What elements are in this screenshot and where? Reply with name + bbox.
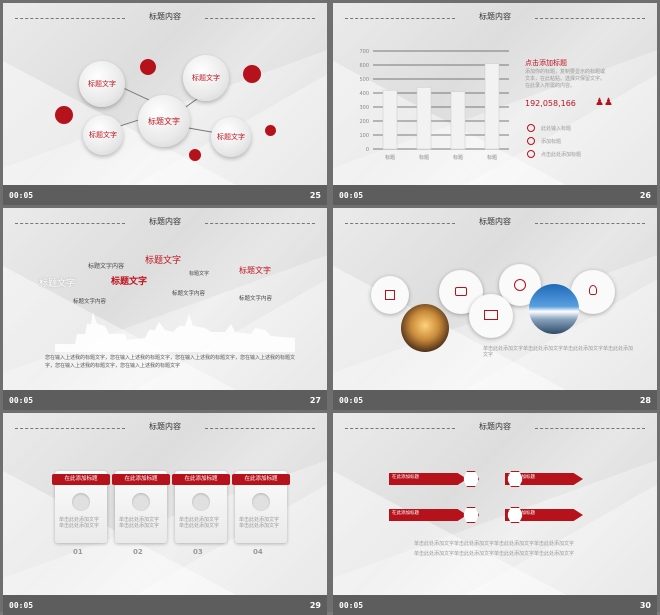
monitor-icon — [469, 294, 513, 338]
bar — [416, 87, 432, 150]
word: 标题文字内容 — [88, 263, 125, 270]
card-header: 在此添加标题 — [52, 474, 110, 485]
slide-canvas: 标题内容 在此添加标题 在此添加标题 在此添加标题 在此添加标题 单击此处添加文… — [333, 413, 657, 595]
city-skyline — [55, 312, 295, 352]
node-3: 标题文字 — [83, 115, 123, 155]
x-tick-label: 标题 — [385, 154, 395, 161]
flask-icon — [507, 471, 523, 487]
card-header: 在此添加标题 — [232, 474, 290, 485]
slide-title: 标题内容 — [479, 217, 511, 226]
info-card: 在此添加标题 单击此处添加文字单击此处添加文字 03 — [172, 471, 230, 556]
slide-thumbnail-26[interactable]: 标题内容 0 100 200 300 400 500 600 700 标题 标题 标题 标题 点击添加… — [333, 3, 657, 205]
bar — [450, 91, 466, 150]
y-tick-label: 200 — [359, 119, 369, 125]
y-tick-label: 400 — [359, 91, 369, 97]
slide-number: 29 — [309, 601, 321, 610]
y-tick-label: 600 — [359, 63, 369, 69]
slide-number: 30 — [639, 601, 651, 610]
word: 标题文字 — [145, 256, 182, 266]
image-icon — [371, 276, 409, 314]
slide-number: 25 — [309, 191, 321, 200]
y-tick-label: 300 — [359, 105, 369, 111]
word: 标题文字 — [239, 266, 271, 275]
gears-icon — [507, 507, 523, 523]
slide-thumbnail-30[interactable]: 标题内容 在此添加标题 在此添加标题 在此添加标题 在此添加标题 单击此处添加文… — [333, 413, 657, 615]
center-node: 标题文字 — [138, 95, 190, 147]
info-card: 在此添加标题 单击此处添加文字单击此处添加文字 02 — [112, 471, 170, 556]
x-tick-label: 标题 — [453, 154, 463, 161]
stat-value: 192,058,166 — [525, 99, 576, 108]
slide-canvas: 标题内容 标题文字 标题文字 标题文字 标题文字 标题文字 — [3, 3, 327, 185]
bar — [484, 63, 500, 150]
chart-description: 添加你的标题，复制要显示的标题或文本，在此粘贴。选择只保留文字。在此录入所需的内… — [525, 69, 606, 89]
y-tick-label: 700 — [359, 49, 369, 55]
slide-number: 28 — [639, 396, 651, 405]
slide-number: 27 — [309, 396, 321, 405]
info-card: 在此添加标题 单击此处添加文字单击此处添加文字 01 — [52, 471, 110, 556]
node-4: 标题文字 — [211, 117, 251, 157]
slide-timing: 00:05 — [339, 601, 364, 610]
slide-timing: 00:05 — [339, 191, 364, 200]
y-tick-label: 0 — [366, 147, 369, 153]
node-2: 标题文字 — [183, 55, 229, 101]
pie-chart-icon — [132, 493, 150, 511]
list-item: 添加标题 — [541, 139, 562, 145]
word: 标题文字内容 — [172, 291, 206, 297]
slide-timing: 00:05 — [9, 601, 34, 610]
slide-canvas: 标题内容 单击此处添加文字单击此处添加文字单击此处添加文字单击此处添加文字 — [333, 208, 657, 390]
list-item: 此处输入标题 — [541, 126, 572, 132]
y-tick-label: 100 — [359, 133, 369, 139]
bar-chart: 0 100 200 300 400 500 600 700 标题 标题 标题 标题 — [359, 49, 509, 161]
slide-thumbnail-28[interactable]: 标题内容 单击此处添加文字单击此处添加文字单击此处添加文字单击此处添加文字 00… — [333, 208, 657, 410]
slide-timing: 00:05 — [9, 191, 34, 200]
bar-chart-icon — [192, 493, 210, 511]
slide-thumbnail-25[interactable]: 标题内容 标题文字 标题文字 标题文字 标题文字 标题文字 00:05 25 — [3, 3, 327, 205]
word: 标题文字 — [189, 271, 210, 277]
word: 标题文字 — [111, 277, 148, 287]
chart-heading: 点击添加标题 — [525, 59, 567, 67]
sunset-photo — [401, 304, 449, 352]
user-icon — [72, 493, 90, 511]
x-tick-label: 标题 — [487, 154, 497, 161]
slide-title: 标题内容 — [479, 12, 511, 21]
slide-title: 标题内容 — [149, 422, 181, 431]
slide-thumbnail-29[interactable]: 标题内容 在此添加标题 单击此处添加文字单击此处添加文字 01 在此添加标题 单击此处… — [3, 413, 327, 615]
document-icon — [463, 471, 479, 487]
slide-canvas: 标题内容 在此添加标题 单击此处添加文字单击此处添加文字 01 在此添加标题 单击此处… — [3, 413, 327, 595]
word: 标题文字 — [39, 279, 76, 289]
slide-title: 标题内容 — [149, 217, 181, 226]
slide-timing: 00:05 — [339, 396, 364, 405]
note-text: 单击此处添加文字单击此处添加文字单击此处添加文字单击此处添加文字 — [413, 551, 574, 557]
slide-canvas: 标题内容 0 100 200 300 400 500 600 700 标题 标题 标题 标题 点击添加… — [333, 3, 657, 185]
slide-number: 26 — [639, 191, 651, 200]
y-tick-label: 500 — [359, 77, 369, 83]
info-card: 在此添加标题 单击此处添加文字单击此处添加文字 04 — [232, 471, 290, 556]
list-item: 点击此处添加标题 — [541, 152, 582, 158]
slide-canvas: 标题内容 标题文字内容 标题文字 标题文字 标题文字 标题文字 标题文字 标题文… — [3, 208, 327, 390]
people-icon: ♟♟ — [595, 97, 613, 108]
card-header: 在此添加标题 — [112, 474, 170, 485]
word: 标题文字内容 — [239, 296, 273, 302]
arrow-label: 在此添加标题 — [389, 509, 467, 521]
slide-thumbnail-27[interactable]: 标题内容 标题文字内容 标题文字 标题文字 标题文字 标题文字 标题文字 标题文… — [3, 208, 327, 410]
bar — [382, 89, 398, 150]
note-text: 单击此处添加文字单击此处添加文字单击此处添加文字单击此处添加文字 — [413, 541, 574, 547]
node-1: 标题文字 — [79, 61, 125, 107]
mountain-photo — [529, 284, 579, 334]
slide-title: 标题内容 — [149, 12, 181, 21]
arrow-label: 在此添加标题 — [389, 473, 467, 485]
slide-title: 标题内容 — [479, 422, 511, 431]
network-icon — [463, 507, 479, 523]
team-icon — [252, 493, 270, 511]
slide-timing: 00:05 — [9, 396, 34, 405]
x-tick-label: 标题 — [419, 154, 429, 161]
card-header: 在此添加标题 — [172, 474, 230, 485]
caption: 单击此处添加文字单击此处添加文字单击此处添加文字单击此处添加文字 — [483, 346, 634, 358]
word: 标题文字内容 — [73, 299, 107, 305]
body-paragraph: 您在输入上述我的标题文字，您在输入上述我的标题文字，您在输入上述我的标题文字，您… — [45, 355, 296, 369]
